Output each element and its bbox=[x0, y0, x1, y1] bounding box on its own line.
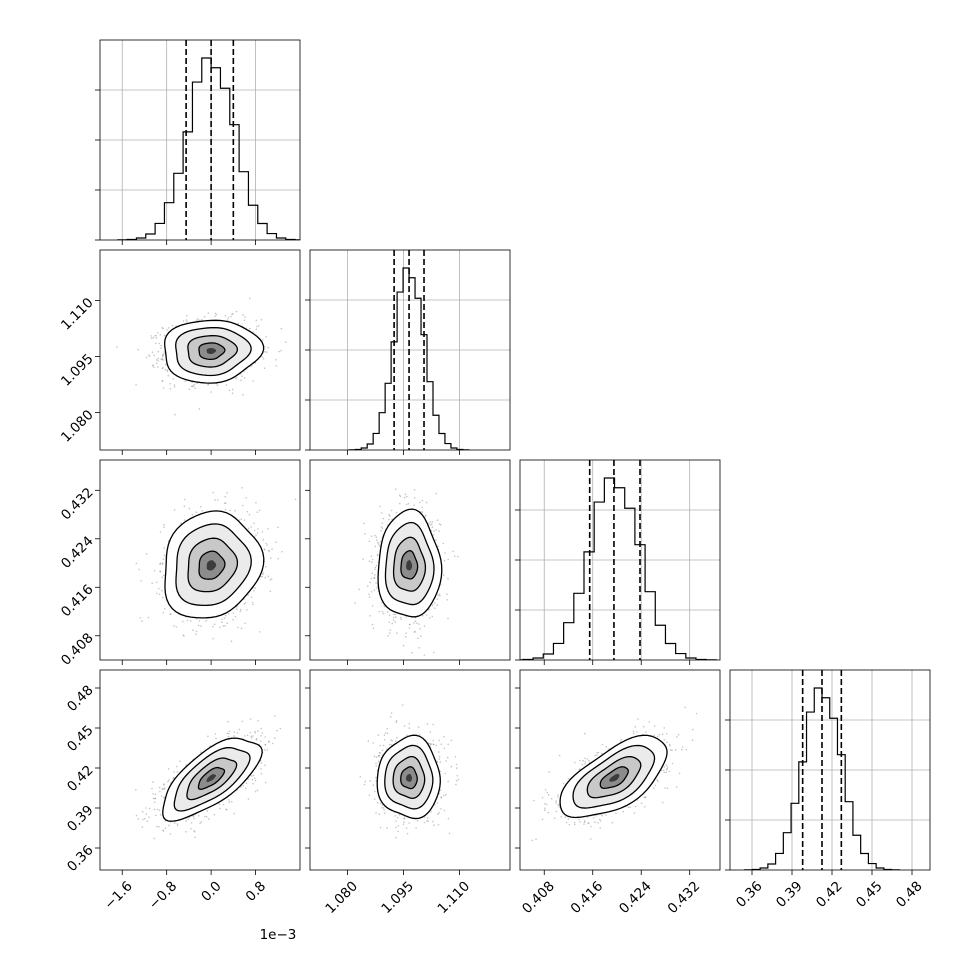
y-tick-label: 0.416 bbox=[58, 582, 97, 621]
x-tick-label: 0.8 bbox=[243, 878, 270, 905]
contour-line bbox=[198, 550, 226, 580]
histogram-panel-3 bbox=[725, 669, 931, 875]
density-fill bbox=[206, 560, 217, 571]
panel-frame bbox=[519, 669, 721, 871]
contour-line bbox=[187, 334, 239, 368]
contour-line bbox=[175, 523, 252, 607]
contour-line bbox=[400, 766, 418, 790]
x-tick-label: 0.0 bbox=[198, 878, 225, 905]
contour-line bbox=[163, 319, 265, 384]
contour-line bbox=[599, 766, 629, 789]
contour-line bbox=[198, 342, 226, 361]
contour-line bbox=[376, 734, 441, 820]
x-tick-label: 0.48 bbox=[893, 878, 926, 911]
y-tick-label: 0.432 bbox=[58, 485, 97, 524]
density-fill bbox=[206, 774, 216, 783]
y-tick-label: 0.48 bbox=[64, 682, 97, 715]
histogram-panel-1 bbox=[305, 249, 511, 455]
x-tick-label: 0.408 bbox=[519, 878, 558, 917]
x-tick-label: 1.080 bbox=[322, 878, 361, 917]
x-tick-label: 0.432 bbox=[665, 878, 704, 917]
y-tick-label: 0.42 bbox=[64, 762, 97, 795]
contour-line bbox=[392, 536, 427, 592]
x-tick-label: 0.424 bbox=[616, 878, 655, 917]
contour-line bbox=[162, 737, 263, 822]
histogram-panel-0 bbox=[95, 39, 301, 245]
scatter-panel-1-3 bbox=[305, 669, 511, 875]
panel-frame bbox=[99, 459, 301, 661]
density-fill bbox=[406, 773, 413, 782]
x-tick-label: −0.8 bbox=[146, 878, 180, 912]
y-tick-label: 0.36 bbox=[64, 842, 97, 875]
contour-line bbox=[400, 550, 419, 580]
x-tick-label: 0.42 bbox=[813, 878, 846, 911]
y-tick-label: 0.45 bbox=[64, 722, 97, 755]
x-offset-label: 1e−3 bbox=[260, 927, 297, 943]
histogram-panel-2 bbox=[515, 459, 721, 665]
contour-line bbox=[384, 521, 435, 606]
contour-line bbox=[197, 766, 226, 790]
x-tick-label: 1.110 bbox=[434, 878, 473, 917]
x-tick-label: 0.45 bbox=[853, 878, 886, 911]
x-tick-label: 0.39 bbox=[773, 878, 806, 911]
contour-line bbox=[559, 734, 668, 819]
scatter-panel-1-2 bbox=[305, 459, 511, 665]
x-tick-label: −1.6 bbox=[101, 878, 135, 912]
density-fill bbox=[609, 773, 620, 782]
contour-line bbox=[586, 755, 642, 799]
panel-frame bbox=[309, 669, 511, 871]
scatter-panel-0-1: 1.080 1.095 1.110 bbox=[58, 249, 301, 455]
density-fill bbox=[406, 560, 413, 571]
contour-line bbox=[164, 510, 265, 619]
contour-line bbox=[186, 757, 238, 801]
y-tick-label: 1.110 bbox=[58, 295, 97, 334]
x-tick-label: 0.416 bbox=[568, 878, 607, 917]
contour-line bbox=[175, 326, 252, 377]
y-tick-label: 0.39 bbox=[64, 802, 97, 835]
scatter-panel-0-3: 0.36 0.39 0.42 0.45 0.48 bbox=[64, 669, 301, 875]
scatter-panel-2-3 bbox=[515, 669, 721, 875]
contour-line bbox=[384, 744, 434, 810]
contour-line bbox=[187, 537, 239, 593]
density-fill bbox=[206, 348, 217, 354]
panel-frame bbox=[309, 459, 511, 661]
contour-line bbox=[392, 755, 426, 799]
panel-frame bbox=[99, 249, 301, 451]
scatter-panel-0-2: 0.408 0.416 0.424 0.432 bbox=[58, 459, 301, 669]
x-tick-label: 0.36 bbox=[733, 878, 766, 911]
y-tick-label: 1.095 bbox=[58, 351, 97, 390]
y-tick-label: 1.080 bbox=[58, 407, 97, 446]
contour-line bbox=[377, 508, 443, 618]
y-tick-label: 0.424 bbox=[58, 533, 97, 572]
y-tick-label: 0.408 bbox=[58, 630, 97, 669]
x-tick-label: 1.095 bbox=[378, 878, 417, 917]
contour-line bbox=[173, 746, 251, 812]
contour-line bbox=[572, 744, 656, 809]
panel-frame bbox=[99, 669, 301, 871]
